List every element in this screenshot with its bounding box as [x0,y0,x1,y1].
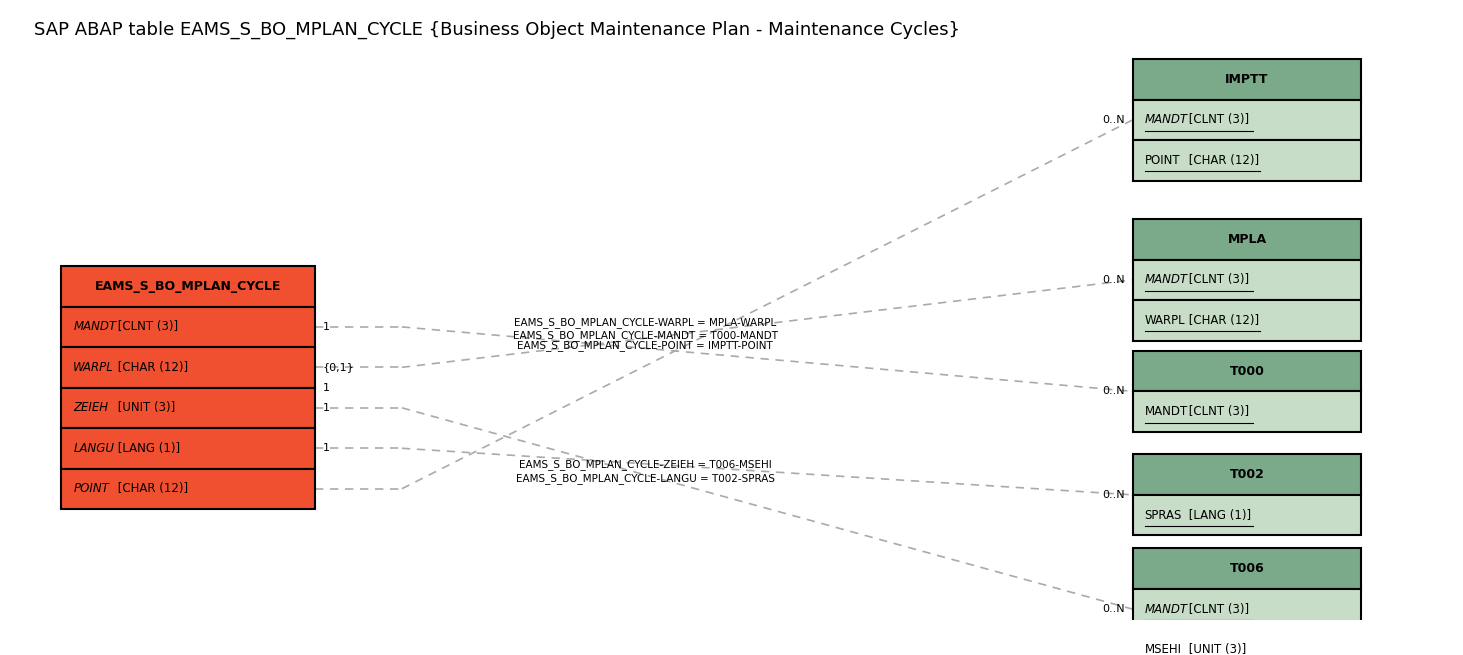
Text: MPLA: MPLA [1227,233,1267,246]
Text: [CHAR (12)]: [CHAR (12)] [1185,314,1260,327]
FancyBboxPatch shape [1132,589,1362,629]
FancyBboxPatch shape [1132,219,1362,259]
FancyBboxPatch shape [61,347,315,388]
Text: T000: T000 [1229,365,1264,378]
Text: EAMS_S_BO_MPLAN_CYCLE-MANDT = T000-MANDT: EAMS_S_BO_MPLAN_CYCLE-MANDT = T000-MANDT [512,330,778,341]
Text: 0..N: 0..N [1102,115,1125,125]
Text: MANDT: MANDT [73,320,116,333]
Text: EAMS_S_BO_MPLAN_CYCLE-ZEIEH = T006-MSEHI: EAMS_S_BO_MPLAN_CYCLE-ZEIEH = T006-MSEHI [519,458,771,470]
Text: T006: T006 [1230,562,1264,575]
Text: EAMS_S_BO_MPLAN_CYCLE: EAMS_S_BO_MPLAN_CYCLE [95,280,281,293]
Text: LANGU: LANGU [73,441,114,455]
Text: MSEHI: MSEHI [1144,643,1182,655]
Text: MANDT: MANDT [1144,603,1188,616]
Text: MANDT: MANDT [1144,405,1188,418]
Text: [CLNT (3)]: [CLNT (3)] [1185,273,1249,286]
FancyBboxPatch shape [1132,548,1362,589]
FancyBboxPatch shape [1132,455,1362,495]
Text: 1: 1 [323,383,329,392]
Text: [CHAR (12)]: [CHAR (12)] [114,482,189,495]
Text: [UNIT (3)]: [UNIT (3)] [1185,643,1246,655]
Text: EAMS_S_BO_MPLAN_CYCLE-LANGU = T002-SPRAS: EAMS_S_BO_MPLAN_CYCLE-LANGU = T002-SPRAS [515,474,775,484]
FancyBboxPatch shape [61,468,315,509]
Text: 0..N: 0..N [1102,386,1125,396]
Text: [CLNT (3)]: [CLNT (3)] [114,320,178,333]
Text: ZEIEH: ZEIEH [73,402,108,415]
Text: 0..N: 0..N [1102,490,1125,500]
Text: [CHAR (12)]: [CHAR (12)] [114,361,189,374]
Text: WARPL: WARPL [1144,314,1185,327]
FancyBboxPatch shape [61,428,315,468]
Text: [UNIT (3)]: [UNIT (3)] [114,402,176,415]
Text: 1: 1 [323,403,329,413]
Text: {0,1}: {0,1} [323,362,354,372]
Text: SPRAS: SPRAS [1144,508,1182,521]
Text: MANDT: MANDT [1144,113,1188,126]
Text: 1: 1 [323,322,329,332]
FancyBboxPatch shape [1132,629,1362,655]
Text: WARPL: WARPL [73,361,114,374]
Text: 0..N: 0..N [1102,275,1125,285]
Text: EAMS_S_BO_MPLAN_CYCLE-WARPL = MPLA-WARPL: EAMS_S_BO_MPLAN_CYCLE-WARPL = MPLA-WARPL [514,317,777,328]
Text: 0..N: 0..N [1102,604,1125,614]
Text: MANDT: MANDT [1144,273,1188,286]
Text: [CLNT (3)]: [CLNT (3)] [1185,405,1249,418]
Text: [CLNT (3)]: [CLNT (3)] [1185,603,1249,616]
Text: POINT: POINT [73,482,110,495]
Text: IMPTT: IMPTT [1226,73,1268,86]
FancyBboxPatch shape [1132,300,1362,341]
FancyBboxPatch shape [1132,100,1362,140]
FancyBboxPatch shape [1132,140,1362,181]
Text: POINT: POINT [1144,154,1181,167]
Text: [LANG (1)]: [LANG (1)] [1185,508,1251,521]
Text: 1: 1 [323,443,329,453]
FancyBboxPatch shape [61,307,315,347]
Text: SAP ABAP table EAMS_S_BO_MPLAN_CYCLE {Business Object Maintenance Plan - Mainten: SAP ABAP table EAMS_S_BO_MPLAN_CYCLE {Bu… [34,21,960,39]
FancyBboxPatch shape [1132,259,1362,300]
Text: T002: T002 [1229,468,1264,481]
Text: [CLNT (3)]: [CLNT (3)] [1185,113,1249,126]
Text: [LANG (1)]: [LANG (1)] [114,441,180,455]
FancyBboxPatch shape [1132,495,1362,535]
FancyBboxPatch shape [1132,391,1362,432]
FancyBboxPatch shape [61,388,315,428]
FancyBboxPatch shape [61,266,315,307]
Text: [CHAR (12)]: [CHAR (12)] [1185,154,1260,167]
FancyBboxPatch shape [1132,59,1362,100]
Text: EAMS_S_BO_MPLAN_CYCLE-POINT = IMPTT-POINT: EAMS_S_BO_MPLAN_CYCLE-POINT = IMPTT-POIN… [518,340,772,351]
FancyBboxPatch shape [1132,351,1362,391]
